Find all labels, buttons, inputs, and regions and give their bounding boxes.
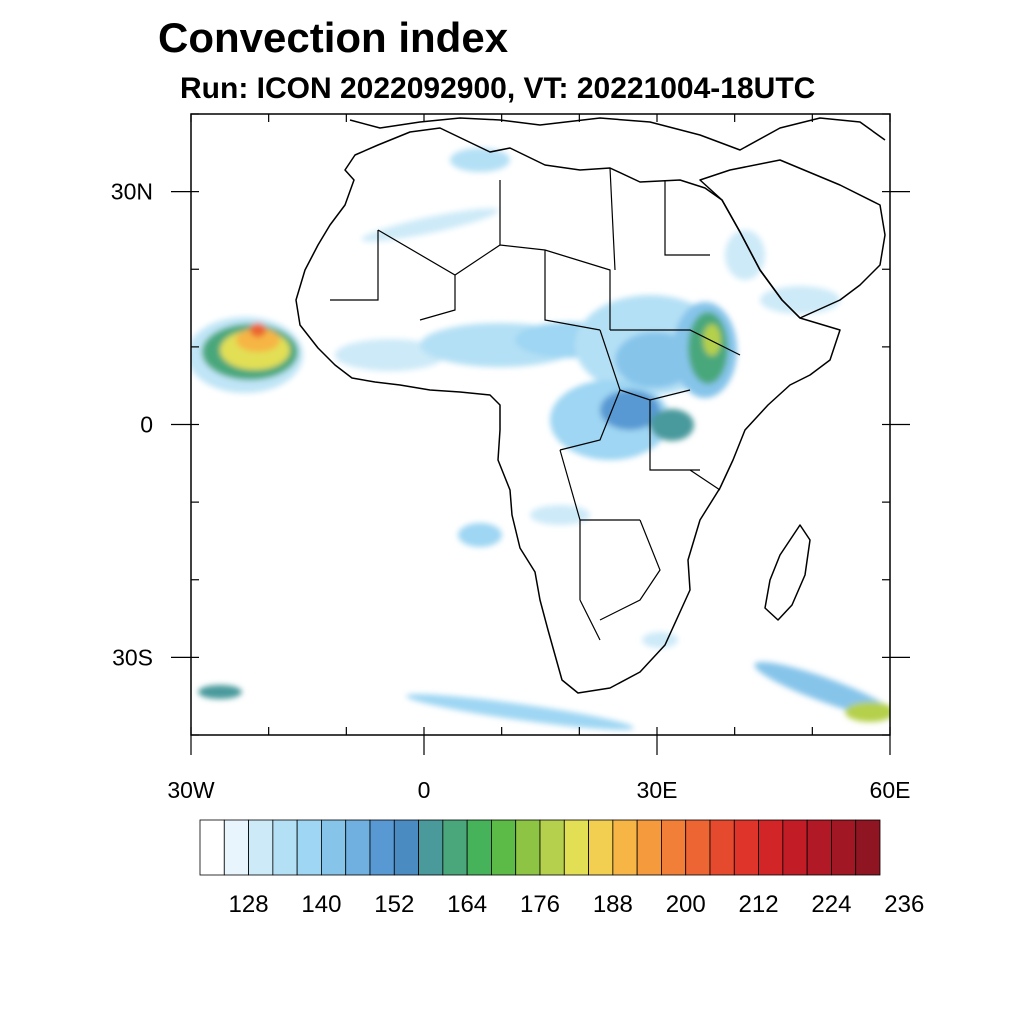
colorbar-swatch	[491, 819, 517, 876]
run-subtitle: Run: ICON 2022092900, VT: 20221004-18UTC	[180, 72, 816, 105]
colorbar-swatch	[661, 819, 687, 876]
cyclone-core	[236, 328, 280, 352]
lat-tick-label: 0	[140, 412, 153, 438]
colorbar-swatch	[636, 819, 662, 876]
red-sea-patch	[725, 230, 765, 280]
lon-tick-label: 60E	[870, 777, 911, 803]
colorbar-swatch	[539, 819, 565, 876]
colorbar-label: 200	[666, 891, 706, 918]
lon-tick-label: 30E	[637, 777, 678, 803]
colorbar-label: 152	[374, 891, 414, 918]
sahel-band-west	[335, 339, 445, 371]
lat-tick-label: 30S	[112, 644, 153, 670]
colorbar-label: 212	[739, 891, 779, 918]
south-atlantic-band	[406, 694, 634, 730]
colorbar-swatch	[199, 819, 225, 876]
africa-coastline	[295, 127, 841, 694]
convection-field	[191, 148, 890, 730]
map-background	[191, 114, 890, 735]
axis-ticks	[171, 113, 910, 755]
zambia-patch	[530, 505, 590, 525]
colorbar-swatch	[782, 819, 808, 876]
colorbar-swatch	[612, 819, 638, 876]
congo-convection-core	[600, 390, 660, 430]
axis-tick-labels: 30W 0 30E 60E 30N 0 30S	[111, 179, 911, 803]
indian-ocean-core	[845, 702, 890, 722]
cyclone-peak	[250, 323, 266, 337]
colorbar-swatch	[369, 819, 395, 876]
ethiopia-core	[703, 324, 721, 356]
colorbar-swatch	[248, 819, 274, 876]
country-borders	[330, 167, 741, 641]
colorbar-labels: 128 140 152 164 176 188 200 212 224 236	[229, 891, 925, 918]
colorbar-swatch	[758, 819, 784, 876]
angola-patch	[458, 523, 502, 547]
colorbar-swatch	[442, 819, 468, 876]
colorbar-label: 164	[447, 891, 487, 918]
colorbar-label: 236	[884, 891, 924, 918]
colorbar-swatch	[831, 819, 857, 876]
colorbar-swatch	[272, 819, 298, 876]
colorbar-swatch	[296, 819, 322, 876]
mediterranean-coast	[349, 117, 886, 151]
colorbar-label: 140	[301, 891, 341, 918]
colorbar-swatch	[733, 819, 759, 876]
coastlines	[295, 117, 886, 694]
colorbar-label: 128	[229, 891, 269, 918]
arabia-patch	[760, 286, 840, 314]
south-atlantic-west	[198, 685, 242, 699]
colorbar-swatch	[418, 819, 444, 876]
lesotho-patch	[642, 632, 678, 648]
colorbar-swatch	[563, 819, 589, 876]
sahara-streak	[361, 208, 499, 242]
colorbar-swatch	[588, 819, 614, 876]
arabia-coastline	[699, 159, 886, 319]
colorbar-label: 176	[520, 891, 560, 918]
colorbar-swatch	[345, 819, 371, 876]
algeria-patch	[450, 148, 510, 172]
colorbar-swatch	[223, 819, 249, 876]
colorbar-swatch	[855, 819, 881, 876]
lake-victoria-convection	[650, 409, 694, 441]
lon-tick-label: 30W	[167, 777, 215, 803]
colorbar-swatch	[321, 819, 347, 876]
colorbar-swatch	[709, 819, 735, 876]
lon-tick-label: 0	[418, 777, 431, 803]
page-title: Convection index	[158, 14, 509, 61]
border-lines	[330, 167, 741, 641]
madagascar-coastline	[764, 524, 811, 621]
colorbar-label: 188	[593, 891, 633, 918]
colorbar-swatch	[685, 819, 711, 876]
colorbar-swatch	[466, 819, 492, 876]
colorbar-swatch	[806, 819, 832, 876]
colorbar-swatch	[393, 819, 419, 876]
colorbar-swatch	[515, 819, 541, 876]
lat-tick-label: 30N	[111, 179, 153, 205]
colorbar-label: 224	[811, 891, 851, 918]
colorbar	[199, 819, 881, 876]
